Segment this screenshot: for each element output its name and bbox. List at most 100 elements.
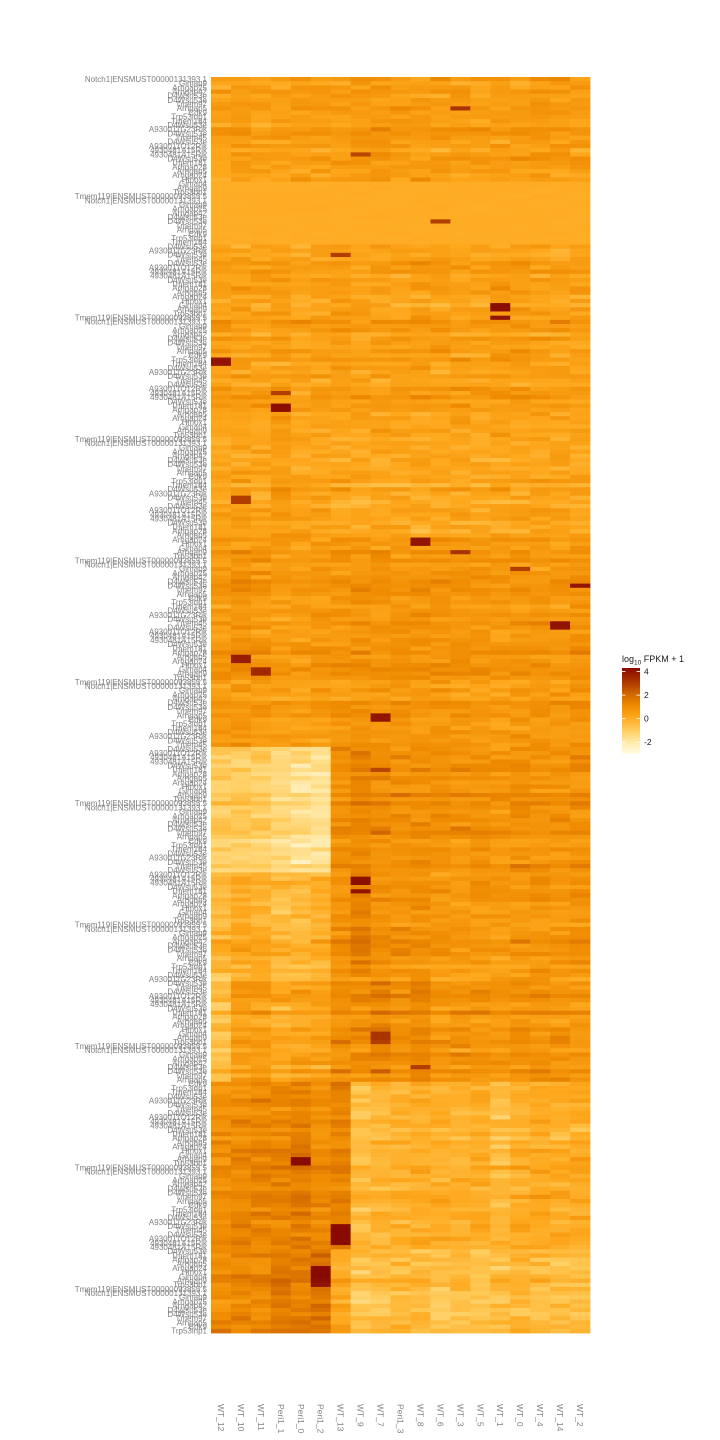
heatmap-cell (510, 533, 531, 538)
heatmap-cell (430, 1069, 451, 1074)
heatmap-cell (211, 190, 232, 195)
heatmap-cell (270, 106, 292, 111)
heatmap-cell (430, 294, 451, 300)
heatmap-cell (390, 738, 411, 744)
heatmap-cell (570, 771, 591, 777)
heatmap-cell (570, 416, 591, 421)
heatmap-cell (370, 943, 391, 949)
heatmap-cell (490, 139, 511, 145)
heatmap-cell (310, 650, 332, 656)
heatmap-cell (410, 1006, 431, 1012)
heatmap-cell (270, 541, 292, 547)
heatmap-cell (390, 1027, 411, 1032)
heatmap-cell (310, 102, 332, 107)
heatmap-cell (250, 504, 272, 509)
heatmap-cell (430, 177, 451, 183)
heatmap-cell (250, 190, 272, 195)
heatmap-cell (430, 692, 451, 698)
heatmap-cell (530, 684, 551, 689)
heatmap-cell (410, 1014, 431, 1020)
heatmap-cell (290, 520, 312, 526)
heatmap-cell (570, 943, 591, 949)
heatmap-cell (270, 746, 292, 752)
heatmap-cell (470, 1027, 491, 1032)
heatmap-cell (430, 1077, 451, 1083)
heatmap-cell (490, 717, 511, 723)
heatmap-cell (470, 1014, 491, 1020)
heatmap-cell (270, 675, 292, 681)
heatmap-cell (370, 696, 391, 702)
heatmap-cell (550, 918, 571, 924)
heatmap-cell (290, 403, 312, 409)
heatmap-cell (211, 491, 232, 497)
heatmap-cell (270, 1010, 292, 1016)
heatmap-cell (450, 1132, 471, 1137)
heatmap-cell (450, 759, 471, 765)
heatmap-cell (230, 1119, 252, 1125)
heatmap-cell (390, 529, 411, 534)
heatmap-cell (430, 311, 451, 317)
heatmap-cell (470, 801, 491, 806)
heatmap-cell (370, 901, 391, 907)
heatmap-cell (250, 219, 272, 224)
heatmap-cell (370, 968, 391, 974)
heatmap-cell (310, 893, 332, 898)
heatmap-cell (370, 1094, 391, 1099)
heatmap-cell (490, 173, 511, 178)
heatmap-cell (390, 416, 411, 421)
heatmap-cell (430, 696, 451, 702)
heatmap-cell (490, 1119, 511, 1125)
heatmap-cell (570, 432, 591, 438)
heatmap-cell (390, 1002, 411, 1007)
heatmap-cell (230, 194, 252, 199)
heatmap-cell (270, 776, 292, 781)
heatmap-cell (370, 650, 391, 656)
heatmap-cell (330, 206, 352, 212)
heatmap-cell (250, 453, 272, 459)
heatmap-cell (290, 545, 312, 551)
heatmap-cell (350, 1023, 371, 1028)
heatmap-cell (450, 545, 471, 551)
heatmap-cell (570, 897, 591, 903)
heatmap-cell (410, 571, 431, 576)
heatmap-cell (390, 378, 411, 384)
heatmap-cell (450, 684, 471, 689)
heatmap-cell (270, 437, 292, 442)
heatmap-cell (390, 776, 411, 781)
heatmap-cell (410, 236, 431, 241)
heatmap-cell (250, 311, 272, 317)
heatmap-cell (270, 424, 292, 430)
heatmap-cell (570, 935, 591, 940)
heatmap-cell (430, 424, 451, 430)
heatmap-cell (570, 1065, 591, 1070)
heatmap-cell (270, 931, 292, 936)
heatmap-cell (330, 344, 352, 350)
heatmap-cell (530, 1010, 551, 1016)
heatmap-cell (450, 705, 471, 710)
heatmap-cell (370, 386, 391, 392)
heatmap-cell (390, 483, 411, 488)
heatmap-cell (270, 185, 292, 191)
heatmap-cell (230, 269, 252, 275)
heatmap-cell (510, 190, 531, 195)
heatmap-cell (530, 893, 551, 898)
heatmap-cell (470, 1044, 491, 1049)
heatmap-cell (211, 604, 232, 610)
heatmap-cell (330, 353, 352, 358)
heatmap-cell (550, 127, 571, 132)
heatmap-cell (370, 206, 391, 212)
heatmap-cell (290, 1069, 312, 1074)
heatmap-cell (390, 545, 411, 551)
heatmap-cell (330, 931, 352, 936)
heatmap-cell (310, 194, 332, 199)
heatmap-cell (370, 1090, 391, 1095)
heatmap-cell (211, 324, 232, 329)
heatmap-cell (350, 1060, 371, 1066)
heatmap-cell (270, 650, 292, 656)
heatmap-cell (211, 1173, 232, 1179)
heatmap-cell (390, 1102, 411, 1108)
heatmap-cell (450, 1060, 471, 1066)
heatmap-cell (450, 143, 471, 149)
heatmap-cell (430, 885, 451, 890)
heatmap-cell (550, 784, 571, 790)
